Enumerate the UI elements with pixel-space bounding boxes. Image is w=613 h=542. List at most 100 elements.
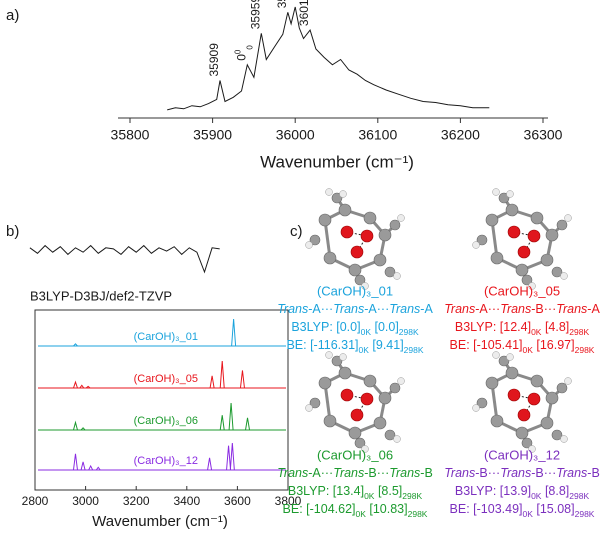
text-part: B3LYP: [0.0] bbox=[291, 320, 360, 334]
x-tick-label: 2800 bbox=[22, 494, 49, 508]
origin-sup: 0 bbox=[233, 49, 242, 54]
molecule bbox=[473, 352, 572, 453]
text-part: [0.0] bbox=[371, 320, 399, 334]
text-part: 0K bbox=[361, 327, 372, 337]
panel-label: b) bbox=[6, 223, 19, 240]
peak bbox=[232, 319, 236, 346]
peak-label: 35991 bbox=[275, 0, 289, 8]
peak bbox=[208, 458, 212, 470]
legend-label: (CarOH)₃_06 bbox=[134, 415, 198, 427]
text-part: Trans bbox=[556, 466, 587, 480]
structure-be: BE: [-104.62]0K [10.83]298K bbox=[283, 502, 428, 519]
peak bbox=[229, 403, 233, 430]
text-part: [15.08] bbox=[533, 502, 575, 516]
x-tick-label: 3000 bbox=[72, 494, 99, 508]
text-part: -A··· bbox=[308, 302, 333, 316]
structure-conformer: Trans-A···Trans-B···Trans-A bbox=[444, 302, 600, 316]
text-part: -B bbox=[587, 466, 600, 480]
text-part: -B bbox=[420, 466, 433, 480]
text-part: -A··· bbox=[475, 302, 500, 316]
text-part: -A··· bbox=[364, 302, 389, 316]
text-part: 298K bbox=[575, 509, 595, 519]
text-part: Trans bbox=[556, 302, 587, 316]
x-tick-label: 36300 bbox=[524, 127, 563, 143]
text-part: [16.97] bbox=[533, 338, 575, 352]
text-part: B3LYP: [13.4] bbox=[288, 484, 364, 498]
x-tick-label: 36200 bbox=[441, 127, 480, 143]
text-part: Trans bbox=[333, 302, 364, 316]
x-tick-label: 35900 bbox=[193, 127, 232, 143]
text-part: Trans bbox=[277, 302, 308, 316]
structure-name: (CarOH)₃_06 bbox=[317, 447, 393, 462]
x-tick-label: 3200 bbox=[123, 494, 150, 508]
text-part: 298K bbox=[569, 327, 589, 337]
origin-sub: 0 bbox=[245, 45, 254, 50]
figure: a) b) c) Wavenumber (cm⁻¹) B3LYP-D3BJ/de… bbox=[0, 0, 613, 542]
peak bbox=[73, 382, 77, 388]
peak bbox=[73, 454, 77, 470]
legend-label: (CarOH)₃_05 bbox=[134, 373, 198, 385]
panel-label: a) bbox=[6, 7, 19, 24]
text-part: 0K bbox=[364, 491, 375, 501]
text-part: B3LYP: [13.9] bbox=[455, 484, 531, 498]
text-part: Trans bbox=[500, 466, 531, 480]
text-part: BE: [-103.49] bbox=[450, 502, 523, 516]
text-part: Trans bbox=[444, 466, 475, 480]
structure-b3lyp: B3LYP: [13.9]0K [8.8]298K bbox=[455, 484, 590, 501]
text-part: -A bbox=[587, 302, 600, 316]
text-part: 0K bbox=[359, 345, 370, 355]
structure-b3lyp: B3LYP: [12.4]0K [4.8]298K bbox=[455, 320, 590, 337]
text-part: 0K bbox=[531, 491, 542, 501]
structure-name: (CarOH)₃_12 bbox=[484, 447, 560, 462]
peak-label: 36018 bbox=[297, 0, 311, 26]
peak bbox=[246, 418, 250, 430]
text-part: [10.83] bbox=[366, 502, 408, 516]
experimental-trace bbox=[30, 246, 220, 272]
peak bbox=[210, 376, 214, 388]
structure-name: (CarOH)₃_01 bbox=[317, 283, 393, 298]
x-tick-label: 36000 bbox=[276, 127, 315, 143]
structure-be: BE: [-103.49]0K [15.08]298K bbox=[450, 502, 595, 519]
structure-conformer: Trans-A···Trans-B···Trans-B bbox=[277, 466, 433, 480]
peak bbox=[227, 446, 231, 470]
peak bbox=[230, 443, 234, 470]
structure-conformer: Trans-B···Trans-B···Trans-B bbox=[444, 466, 600, 480]
text-part: [8.8] bbox=[541, 484, 569, 498]
text-part: Trans bbox=[277, 466, 308, 480]
chart-title: B3LYP-D3BJ/def2-TZVP bbox=[30, 288, 172, 303]
x-tick-label: 3600 bbox=[224, 494, 251, 508]
origin-peak-label: 000 bbox=[233, 45, 255, 61]
peak bbox=[240, 370, 244, 388]
x-axis-label: Wavenumber (cm⁻¹) bbox=[260, 152, 414, 171]
text-part: -A··· bbox=[308, 466, 333, 480]
structure-be: BE: [-116.31]0K [9.41]298K bbox=[286, 338, 423, 355]
text-part: Trans bbox=[500, 302, 531, 316]
legend-label: (CarOH)₃_01 bbox=[134, 331, 198, 343]
text-part: BE: [-104.62] bbox=[283, 502, 356, 516]
text-part: -B··· bbox=[475, 466, 500, 480]
x-tick-label: 35800 bbox=[111, 127, 150, 143]
text-part: 0K bbox=[523, 509, 534, 519]
peak bbox=[220, 361, 224, 388]
peak-label: 35909 bbox=[207, 43, 221, 77]
structure-conformer: Trans-A···Trans-A···Trans-A bbox=[277, 302, 433, 316]
legend-label: (CarOH)₃_12 bbox=[134, 455, 198, 467]
text-part: Trans bbox=[389, 302, 420, 316]
text-part: B3LYP: [12.4] bbox=[455, 320, 531, 334]
x-tick-label: 36100 bbox=[358, 127, 397, 143]
text-part: [9.41] bbox=[369, 338, 404, 352]
structure-b3lyp: B3LYP: [0.0]0K [0.0]298K bbox=[291, 320, 419, 337]
text-part: [8.5] bbox=[374, 484, 402, 498]
text-part: 298K bbox=[408, 509, 428, 519]
structure-name: (CarOH)₃_05 bbox=[484, 283, 560, 298]
text-part: 298K bbox=[575, 345, 595, 355]
text-part: 0K bbox=[523, 345, 534, 355]
peak bbox=[220, 415, 224, 430]
text-part: BE: [-105.41] bbox=[450, 338, 523, 352]
text-part: Trans bbox=[444, 302, 475, 316]
text-part: [4.8] bbox=[541, 320, 569, 334]
text-part: 298K bbox=[402, 491, 422, 501]
molecule bbox=[306, 189, 405, 290]
peak bbox=[81, 462, 85, 470]
peak bbox=[89, 466, 93, 470]
